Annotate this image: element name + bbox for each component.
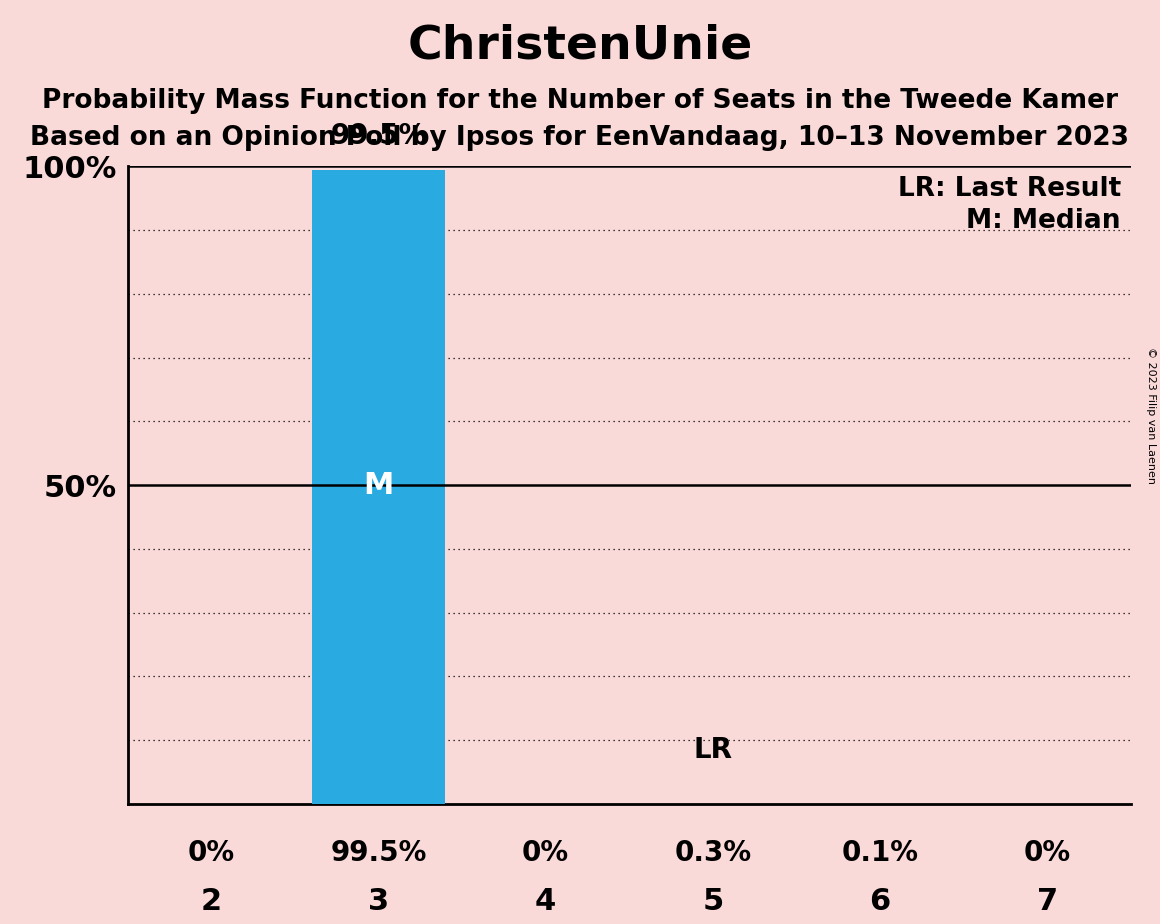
Text: Probability Mass Function for the Number of Seats in the Tweede Kamer: Probability Mass Function for the Number… (42, 88, 1118, 114)
Text: © 2023 Filip van Laenen: © 2023 Filip van Laenen (1146, 347, 1155, 484)
Text: 7: 7 (1037, 887, 1058, 916)
Text: 4: 4 (535, 887, 557, 916)
Bar (312, 169, 445, 804)
Text: ChristenUnie: ChristenUnie (407, 23, 753, 68)
Text: M: M (363, 470, 393, 500)
Text: 99.5%: 99.5% (331, 122, 427, 150)
Text: 5: 5 (702, 887, 724, 916)
Text: 0%: 0% (1024, 839, 1071, 867)
Text: M: Median: M: Median (966, 208, 1121, 234)
Text: 0.3%: 0.3% (674, 839, 752, 867)
Text: 2: 2 (201, 887, 222, 916)
Text: LR: Last Result: LR: Last Result (898, 176, 1121, 201)
Text: 3: 3 (368, 887, 389, 916)
Text: 0%: 0% (188, 839, 234, 867)
Text: 99.5%: 99.5% (331, 839, 427, 867)
Text: 0.1%: 0.1% (842, 839, 919, 867)
Text: 6: 6 (870, 887, 891, 916)
Text: LR: LR (694, 736, 732, 764)
Text: Based on an Opinion Poll by Ipsos for EenVandaag, 10–13 November 2023: Based on an Opinion Poll by Ipsos for Ee… (30, 125, 1130, 151)
Text: 0%: 0% (522, 839, 570, 867)
